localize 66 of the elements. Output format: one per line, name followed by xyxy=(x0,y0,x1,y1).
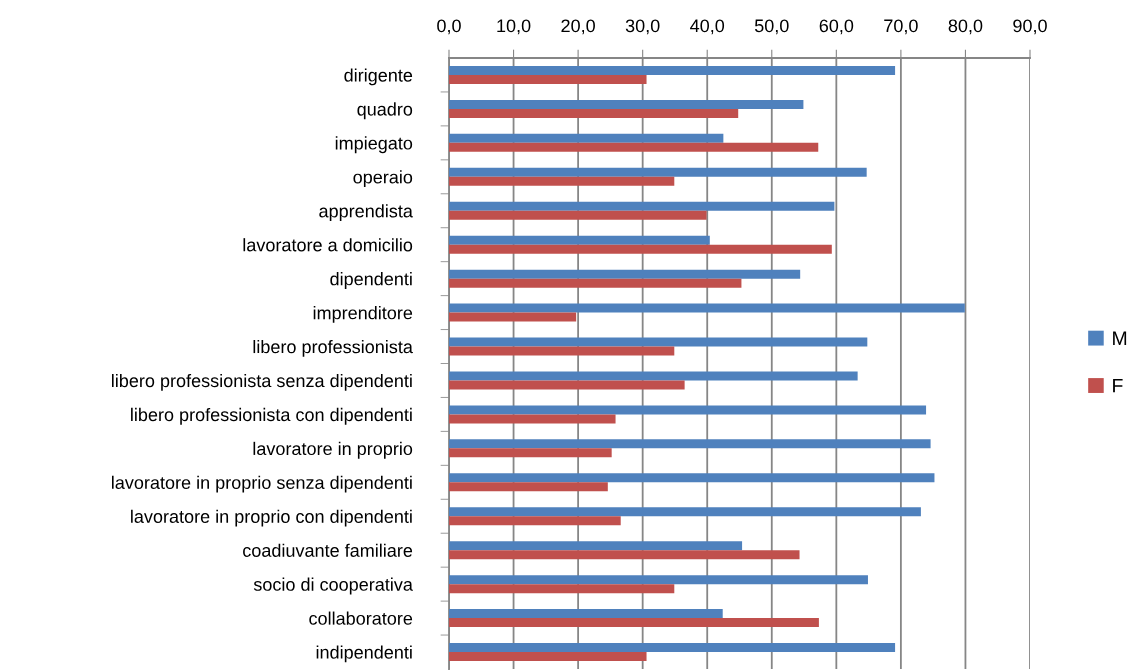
bar xyxy=(449,346,675,356)
bar xyxy=(449,312,577,322)
x-tick-label: 90,0 xyxy=(1013,19,1047,35)
bar xyxy=(449,108,739,118)
bar xyxy=(449,74,647,84)
y-tick-label: lavoratore a domicilio xyxy=(243,238,413,252)
y-tick-label: indipendenti xyxy=(316,645,412,663)
bar xyxy=(449,337,868,347)
bar xyxy=(449,473,935,483)
legend-label: F xyxy=(1113,378,1123,393)
y-tick-label: apprendista xyxy=(319,204,413,222)
bar xyxy=(449,244,832,254)
y-tick-label: lavoratore in proprio senza dipendenti xyxy=(112,475,412,493)
bar xyxy=(449,507,921,517)
y-tick-label: quadro xyxy=(357,102,413,120)
bar xyxy=(449,414,616,424)
y-tick-label: impiegato xyxy=(335,136,413,154)
y-tick-label: lavoratore in proprio xyxy=(253,441,413,459)
bar xyxy=(449,167,867,177)
bar xyxy=(449,584,675,594)
bar xyxy=(449,652,647,662)
bar xyxy=(449,235,710,245)
x-tick-label: 30,0 xyxy=(625,19,660,35)
bar xyxy=(449,371,858,381)
bar xyxy=(449,278,742,288)
y-tick-label: coadiuvante familiare xyxy=(243,543,413,557)
bar xyxy=(449,482,608,492)
bar xyxy=(449,201,835,211)
bar xyxy=(449,609,723,619)
bar xyxy=(449,439,931,449)
bar xyxy=(449,269,801,279)
y-tick-label: operaio xyxy=(353,170,413,188)
x-tick-label: 40,0 xyxy=(690,19,725,35)
bar xyxy=(449,303,965,313)
y-tick-label: dipendenti xyxy=(330,272,412,289)
y-tick-label: lavoratore in proprio con dipendenti xyxy=(131,509,412,527)
x-tick-label: 70,0 xyxy=(884,19,918,35)
bar xyxy=(449,99,804,109)
bar xyxy=(449,448,612,458)
y-tick-label: collaboratore xyxy=(309,611,413,625)
x-tick-label: 0,0 xyxy=(437,19,461,35)
bar xyxy=(449,380,685,390)
x-tick-label: 50,0 xyxy=(754,19,789,35)
x-tick-label: 10,0 xyxy=(497,19,531,35)
y-tick-label: libero professionista senza dipendenti xyxy=(112,373,412,391)
bar xyxy=(449,575,868,585)
x-tick-label: 20,0 xyxy=(561,19,595,35)
y-tick-label: socio di cooperativa xyxy=(253,577,413,595)
bar xyxy=(449,405,927,415)
y-tick-label: dirigente xyxy=(344,68,413,86)
y-tick-label: libero professionista con dipendenti xyxy=(131,407,412,425)
legend-label: M xyxy=(1113,331,1127,345)
bar xyxy=(449,65,896,75)
x-tick-label: 60,0 xyxy=(819,19,854,35)
bar xyxy=(449,176,675,186)
bar xyxy=(449,643,896,653)
bar xyxy=(449,142,819,152)
bar xyxy=(449,550,800,560)
x-tick-label: 80,0 xyxy=(948,19,983,35)
bar xyxy=(449,618,819,628)
bar xyxy=(449,210,707,220)
bar xyxy=(449,541,743,551)
bar xyxy=(449,133,724,143)
y-tick-label: libero professionista xyxy=(253,339,413,357)
bar xyxy=(449,516,621,526)
y-tick-label: imprenditore xyxy=(313,306,413,323)
